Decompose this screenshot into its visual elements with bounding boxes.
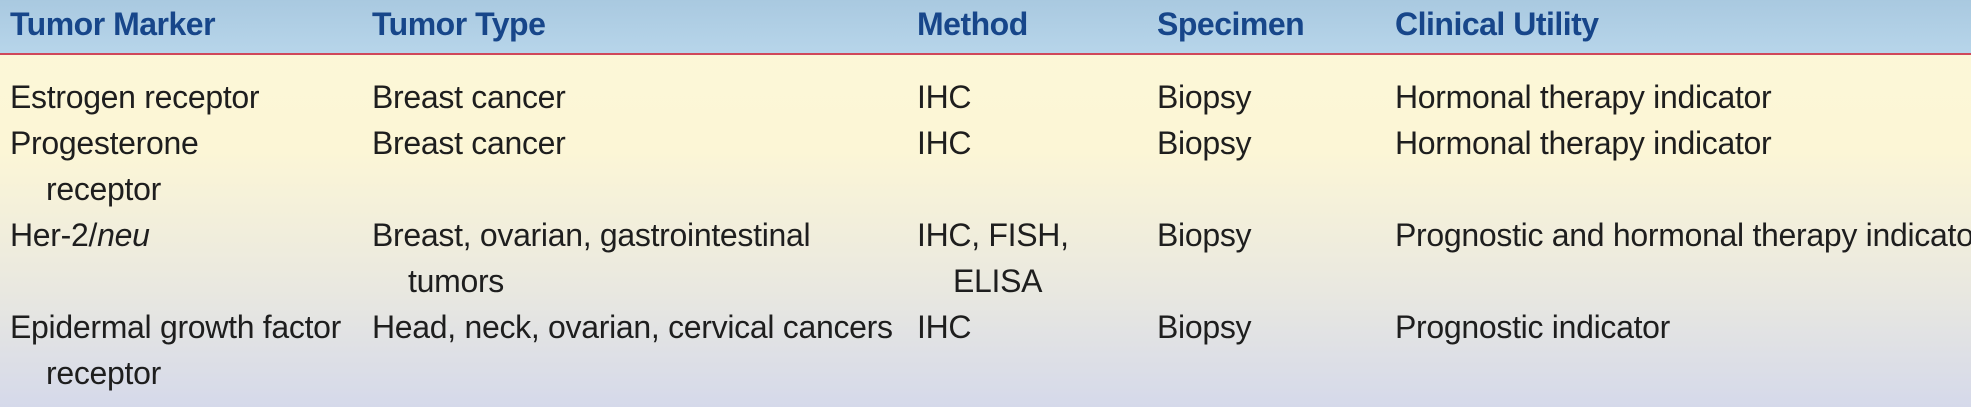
cell-utility: Hormonal therapy indicator	[1395, 79, 1772, 115]
header-specimen: Specimen	[1157, 6, 1305, 42]
marker-italic: neu	[97, 217, 150, 253]
cell-method: IHC	[917, 125, 972, 161]
table-header: Tumor Marker Tumor Type Method Specimen …	[0, 0, 1971, 55]
header-tumor-type: Tumor Type	[372, 6, 546, 42]
header-tumor-marker: Tumor Marker	[10, 6, 216, 42]
cell-type: Breast cancer	[372, 125, 566, 161]
cell-specimen: Biopsy	[1157, 79, 1252, 115]
cell-marker: Her-2/neu	[10, 212, 376, 258]
cell-method: IHC, FISH, ELISA	[917, 217, 1069, 299]
cell-specimen: Biopsy	[1157, 309, 1252, 345]
cell-utility: Prognostic and hormonal therapy indicato…	[1395, 217, 1971, 253]
cell-marker: Epidermal growth factor receptor	[10, 309, 342, 391]
cell-method: IHC	[917, 79, 972, 115]
cell-marker: Estrogen receptor	[10, 79, 260, 115]
cell-specimen: Biopsy	[1157, 217, 1252, 253]
cell-marker: Progesterone receptor	[10, 125, 199, 207]
cell-type: Breast cancer	[372, 79, 566, 115]
cell-type: Breast, ovarian, gastrointestinal tumors	[372, 217, 811, 299]
cell-specimen: Biopsy	[1157, 125, 1252, 161]
cell-utility: Prognostic indicator	[1395, 309, 1671, 345]
cell-method: IHC	[917, 309, 972, 345]
cell-utility: Hormonal therapy indicator	[1395, 125, 1772, 161]
cell-type: Head, neck, ovarian, cervical cancers	[372, 309, 893, 345]
header-clinical-utility: Clinical Utility	[1395, 6, 1599, 42]
marker-prefix: Her-2/	[10, 217, 98, 253]
header-method: Method	[917, 6, 1028, 42]
